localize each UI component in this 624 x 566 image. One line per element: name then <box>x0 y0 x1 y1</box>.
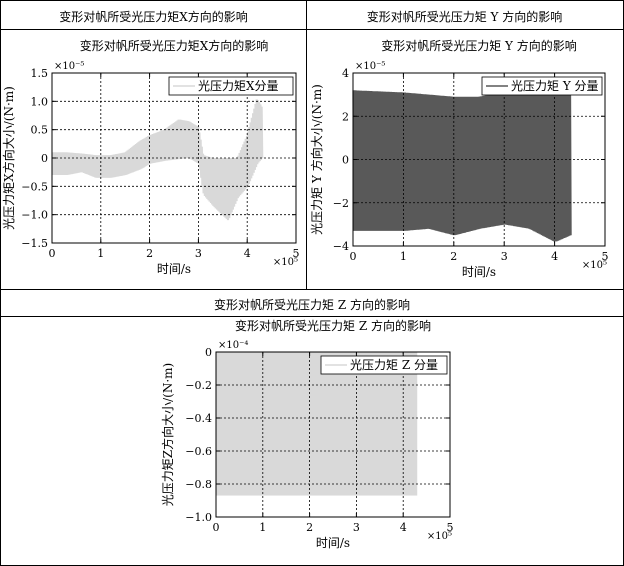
x-tick-label: 4 <box>400 521 407 534</box>
y-exponent-label: ×10⁻⁵ <box>355 61 385 72</box>
y-exponent-label: ×10⁻⁵ <box>54 61 84 72</box>
x-tick-label: 3 <box>195 247 202 260</box>
chart-z: 变形对帆所受光压力矩 Z 方向的影响 0 1 2 3 4 5 −1.0 −0.8 −0.6 −0.4… <box>160 318 454 550</box>
y-tick-label: 0.5 <box>31 124 49 137</box>
y-tick-label: −4 <box>333 240 349 253</box>
x-axis-label: 时间/s <box>316 536 350 550</box>
x-tick-label: 4 <box>244 247 251 260</box>
y-tick-label: −0.2 <box>185 379 212 392</box>
divider-row1-header <box>1 29 623 30</box>
x-tick-label: 4 <box>551 250 558 263</box>
y-tick-label: 0 <box>342 154 349 167</box>
panel-y-header: 变形对帆所受光压力矩 Y 方向的影响 <box>366 10 563 24</box>
y-exponent-label: ×10⁻⁴ <box>218 340 248 351</box>
series-x-line <box>51 99 264 221</box>
x-tick-label: 5 <box>447 521 454 534</box>
divider-row2 <box>1 289 623 290</box>
x-tick-label: 1 <box>97 247 104 260</box>
y-tick-label: −0.4 <box>185 412 212 425</box>
x-exponent-label: ×10⁵ <box>427 531 452 542</box>
x-exponent-label: ×10⁵ <box>582 260 607 271</box>
y-tick-label: 0 <box>205 346 212 359</box>
legend-label: 光压力矩 Z 分量 <box>350 358 438 372</box>
panel-x-header: 变形对帆所受光压力矩X方向的影响 <box>59 10 248 24</box>
legend-box <box>168 76 294 96</box>
axes-box <box>215 351 451 518</box>
y-tick-label: −0.6 <box>185 445 212 458</box>
legend-box <box>320 355 448 375</box>
x-tick-label: 2 <box>450 250 457 263</box>
series-y-line <box>352 83 572 242</box>
x-tick-label: 0 <box>213 521 220 534</box>
chart-y: 变形对帆所受光压力矩 Y 方向的影响 0 1 2 3 4 5 −4 −2 0 2 4 ×10⁻⁵ ×10⁵… <box>309 38 609 279</box>
x-tick-label: 2 <box>306 521 313 534</box>
panel-z-header: 变形对帆所受光压力矩 Z 方向的影响 <box>214 298 410 312</box>
x-tick-label: 0 <box>49 247 56 260</box>
legend-label: 光压力矩X分量 <box>198 79 279 93</box>
y-tick-label: 4 <box>342 67 349 80</box>
y-axis-label: 光压力矩X方向大小/(N·m) <box>1 86 16 230</box>
x-axis-label: 时间/s <box>462 265 496 279</box>
chart-title: 变形对帆所受光压力矩X方向的影响 <box>80 38 269 53</box>
y-tick-label: −2 <box>333 197 349 210</box>
y-tick-label: 1.0 <box>31 95 49 108</box>
y-tick-label: −1.5 <box>21 237 48 250</box>
legend-box <box>481 76 603 96</box>
y-tick-label: 1.5 <box>31 67 49 80</box>
y-tick-label: −1.0 <box>185 511 212 524</box>
legend-label: 光压力矩 Y 分量 <box>511 79 599 93</box>
x-tick-label: 2 <box>146 247 153 260</box>
x-axis-label: 时间/s <box>157 262 191 276</box>
y-axis-label: 光压力矩 Y 方向大小/(N·m) <box>309 84 324 235</box>
x-exponent-label: ×10⁵ <box>273 257 298 268</box>
divider-vertical <box>306 1 307 289</box>
y-tick-label: −0.5 <box>21 180 48 193</box>
x-tick-label: 5 <box>293 247 300 260</box>
divider-row2-header <box>1 316 623 317</box>
y-tick-label: 2 <box>342 110 349 123</box>
x-tick-label: 3 <box>501 250 508 263</box>
y-axis-label: 光压力矩Z方向大小/(N·m) <box>160 363 175 506</box>
x-tick-label: 1 <box>259 521 266 534</box>
y-tick-label: 0 <box>41 152 48 165</box>
chart-x: 变形对帆所受光压力矩X方向的影响 0 1 2 3 4 5 −1.5 −1.0 −0.5 0 0.5 1.… <box>1 38 300 276</box>
chart-title: 变形对帆所受光压力矩 Z 方向的影响 <box>235 318 431 333</box>
x-tick-label: 1 <box>400 250 407 263</box>
chart-title: 变形对帆所受光压力矩 Y 方向的影响 <box>381 38 577 53</box>
x-tick-label: 5 <box>602 250 609 263</box>
x-tick-label: 0 <box>350 250 357 263</box>
y-tick-label: −0.8 <box>185 478 212 491</box>
x-tick-label: 3 <box>353 521 360 534</box>
series-z-area <box>216 352 418 496</box>
y-tick-label: −1.0 <box>21 209 48 222</box>
